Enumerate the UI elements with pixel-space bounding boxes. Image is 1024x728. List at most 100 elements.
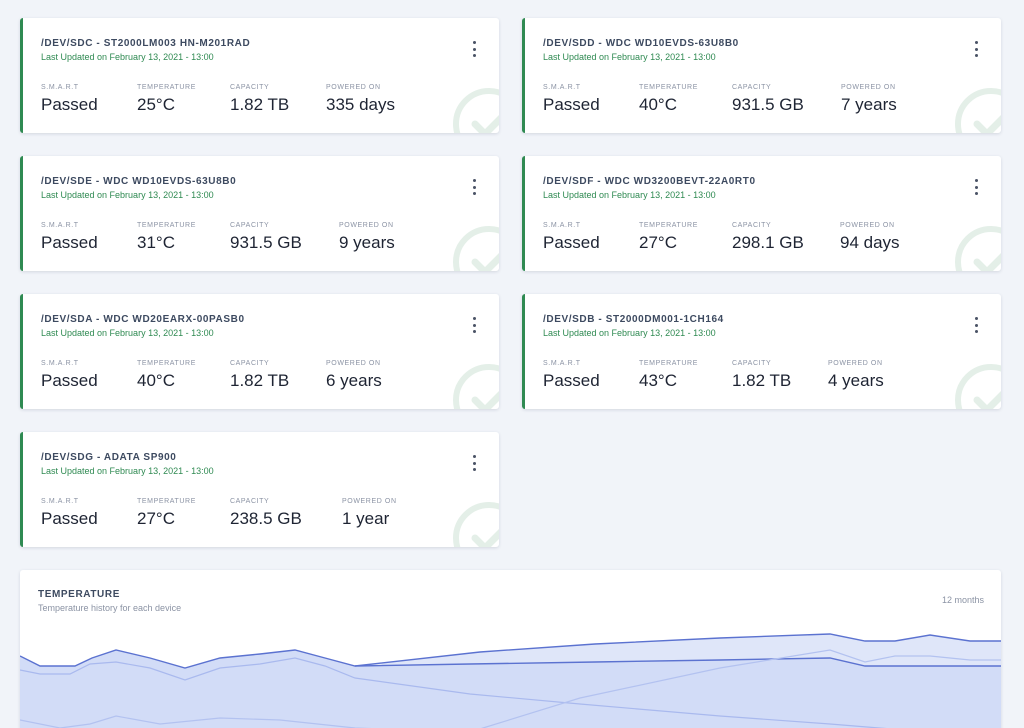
stat-value: 9 years bbox=[339, 233, 395, 252]
device-last-updated: Last Updated on February 13, 2021 - 13:0… bbox=[543, 190, 716, 200]
stat-label: Temperature bbox=[137, 360, 196, 367]
device-last-updated: Last Updated on February 13, 2021 - 13:0… bbox=[41, 466, 214, 476]
stat-label: Capacity bbox=[732, 222, 772, 229]
stat-value: 27°C bbox=[137, 509, 175, 528]
vertical-dots-icon[interactable] bbox=[971, 41, 981, 57]
stat-capacity: Capacity 931.5 GB bbox=[732, 84, 804, 115]
device-card: /DEV/SDD - WDC WD10EVDS-63U8B0 Last Upda… bbox=[522, 18, 1001, 133]
stat-value: 40°C bbox=[137, 371, 175, 390]
stat-label: S.M.A.R.T bbox=[543, 360, 581, 367]
device-card: /DEV/SDB - ST2000DM001-1CH164 Last Updat… bbox=[522, 294, 1001, 409]
vertical-dots-icon[interactable] bbox=[469, 455, 479, 471]
stat-powered-on: Powered On 6 years bbox=[326, 360, 382, 391]
stat-smart: S.M.A.R.T Passed bbox=[543, 360, 600, 391]
stat-label: S.M.A.R.T bbox=[543, 84, 581, 91]
stat-powered-on: Powered On 7 years bbox=[841, 84, 897, 115]
stat-label: S.M.A.R.T bbox=[41, 498, 79, 505]
device-card: /DEV/SDC - ST2000LM003 HN-M201RAD Last U… bbox=[20, 18, 499, 133]
stat-label: Capacity bbox=[732, 360, 772, 367]
stat-label: Temperature bbox=[137, 222, 196, 229]
stat-value: Passed bbox=[543, 233, 600, 252]
vertical-dots-icon[interactable] bbox=[971, 317, 981, 333]
stat-label: Temperature bbox=[137, 84, 196, 91]
device-title: /DEV/SDD - WDC WD10EVDS-63U8B0 bbox=[543, 38, 739, 49]
stat-temperature: Temperature 40°C bbox=[639, 84, 698, 115]
stat-value: Passed bbox=[543, 95, 600, 114]
stat-value: Passed bbox=[41, 233, 98, 252]
stat-label: Capacity bbox=[230, 222, 270, 229]
stat-value: Passed bbox=[41, 371, 98, 390]
vertical-dots-icon[interactable] bbox=[469, 41, 479, 57]
stat-value: 43°C bbox=[639, 371, 677, 390]
stat-capacity: Capacity 1.82 TB bbox=[732, 360, 791, 391]
vertical-dots-icon[interactable] bbox=[469, 179, 479, 195]
check-circle-icon bbox=[453, 226, 499, 271]
temperature-subtitle: Temperature history for each device bbox=[38, 603, 182, 613]
stat-label: Capacity bbox=[230, 498, 270, 505]
device-title: /DEV/SDB - ST2000DM001-1CH164 bbox=[543, 314, 724, 325]
stat-value: 1.82 TB bbox=[230, 371, 290, 390]
device-last-updated: Last Updated on February 13, 2021 - 13:0… bbox=[543, 328, 716, 338]
device-last-updated: Last Updated on February 13, 2021 - 13:0… bbox=[543, 52, 716, 62]
temperature-chart bbox=[20, 633, 1001, 728]
vertical-dots-icon[interactable] bbox=[469, 317, 479, 333]
stat-value: 6 years bbox=[326, 371, 382, 390]
temperature-series-line-1 bbox=[20, 649, 1001, 669]
stat-value: Passed bbox=[41, 95, 98, 114]
stat-label: Powered On bbox=[828, 360, 883, 367]
temperature-title: TEMPERATURE bbox=[38, 589, 120, 600]
stat-label: S.M.A.R.T bbox=[41, 222, 79, 229]
stat-value: Passed bbox=[543, 371, 600, 390]
stat-label: Temperature bbox=[639, 222, 698, 229]
stat-capacity: Capacity 238.5 GB bbox=[230, 498, 302, 529]
stat-smart: S.M.A.R.T Passed bbox=[543, 222, 600, 253]
device-card: /DEV/SDG - ADATA SP900 Last Updated on F… bbox=[20, 432, 499, 547]
stat-smart: S.M.A.R.T Passed bbox=[41, 498, 98, 529]
device-card: /DEV/SDE - WDC WD10EVDS-63U8B0 Last Upda… bbox=[20, 156, 499, 271]
stat-value: 1.82 TB bbox=[732, 371, 792, 390]
stat-value: 27°C bbox=[639, 233, 677, 252]
stat-temperature: Temperature 40°C bbox=[137, 360, 196, 391]
stat-temperature: Temperature 31°C bbox=[137, 222, 196, 253]
stat-temperature: Temperature 25°C bbox=[137, 84, 196, 115]
stat-capacity: Capacity 1.82 TB bbox=[230, 360, 289, 391]
stat-label: Powered On bbox=[326, 360, 381, 367]
stat-label: Powered On bbox=[326, 84, 381, 91]
stat-value: 40°C bbox=[639, 95, 677, 114]
stat-smart: S.M.A.R.T Passed bbox=[41, 222, 98, 253]
vertical-dots-icon[interactable] bbox=[971, 179, 981, 195]
device-last-updated: Last Updated on February 13, 2021 - 13:0… bbox=[41, 190, 214, 200]
stat-value: 931.5 GB bbox=[732, 95, 804, 114]
stat-label: Powered On bbox=[840, 222, 895, 229]
temperature-panel: TEMPERATURE Temperature history for each… bbox=[20, 570, 1001, 728]
stat-smart: S.M.A.R.T Passed bbox=[543, 84, 600, 115]
stat-label: Temperature bbox=[639, 84, 698, 91]
stat-value: 1 year bbox=[342, 509, 390, 528]
stat-powered-on: Powered On 9 years bbox=[339, 222, 395, 253]
stat-label: Powered On bbox=[339, 222, 394, 229]
time-range-selector[interactable]: 12 months bbox=[941, 595, 984, 605]
stat-powered-on: Powered On 335 days bbox=[326, 84, 395, 115]
stat-value: 25°C bbox=[137, 95, 175, 114]
device-title: /DEV/SDG - ADATA SP900 bbox=[41, 452, 177, 463]
stat-capacity: Capacity 931.5 GB bbox=[230, 222, 302, 253]
device-card: /DEV/SDA - WDC WD20EARX-00PASB0 Last Upd… bbox=[20, 294, 499, 409]
stat-label: Powered On bbox=[342, 498, 397, 505]
device-title: /DEV/SDC - ST2000LM003 HN-M201RAD bbox=[41, 38, 251, 49]
check-circle-icon bbox=[955, 226, 1001, 271]
temperature-series-line-4 bbox=[20, 649, 1001, 728]
stat-value: 238.5 GB bbox=[230, 509, 302, 528]
check-circle-icon bbox=[955, 364, 1001, 409]
temperature-series-line-2 bbox=[354, 633, 1001, 667]
stat-value: 7 years bbox=[841, 95, 897, 114]
stat-temperature: Temperature 27°C bbox=[137, 498, 196, 529]
stat-value: Passed bbox=[41, 509, 98, 528]
device-card: /DEV/SDF - WDC WD3200BEVT-22A0RT0 Last U… bbox=[522, 156, 1001, 271]
stat-capacity: Capacity 298.1 GB bbox=[732, 222, 804, 253]
stat-label: S.M.A.R.T bbox=[41, 360, 79, 367]
device-last-updated: Last Updated on February 13, 2021 - 13:0… bbox=[41, 52, 214, 62]
stat-powered-on: Powered On 94 days bbox=[840, 222, 900, 253]
check-circle-icon bbox=[453, 364, 499, 409]
stat-value: 298.1 GB bbox=[732, 233, 804, 252]
stat-label: S.M.A.R.T bbox=[41, 84, 79, 91]
